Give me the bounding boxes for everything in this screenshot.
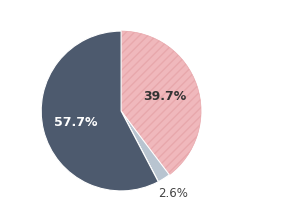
Text: 2.6%: 2.6% <box>158 187 188 200</box>
Wedge shape <box>121 31 201 175</box>
Wedge shape <box>121 111 169 182</box>
Text: 39.7%: 39.7% <box>143 90 187 103</box>
Text: 57.7%: 57.7% <box>54 116 98 129</box>
Wedge shape <box>121 111 158 182</box>
Wedge shape <box>41 31 158 191</box>
